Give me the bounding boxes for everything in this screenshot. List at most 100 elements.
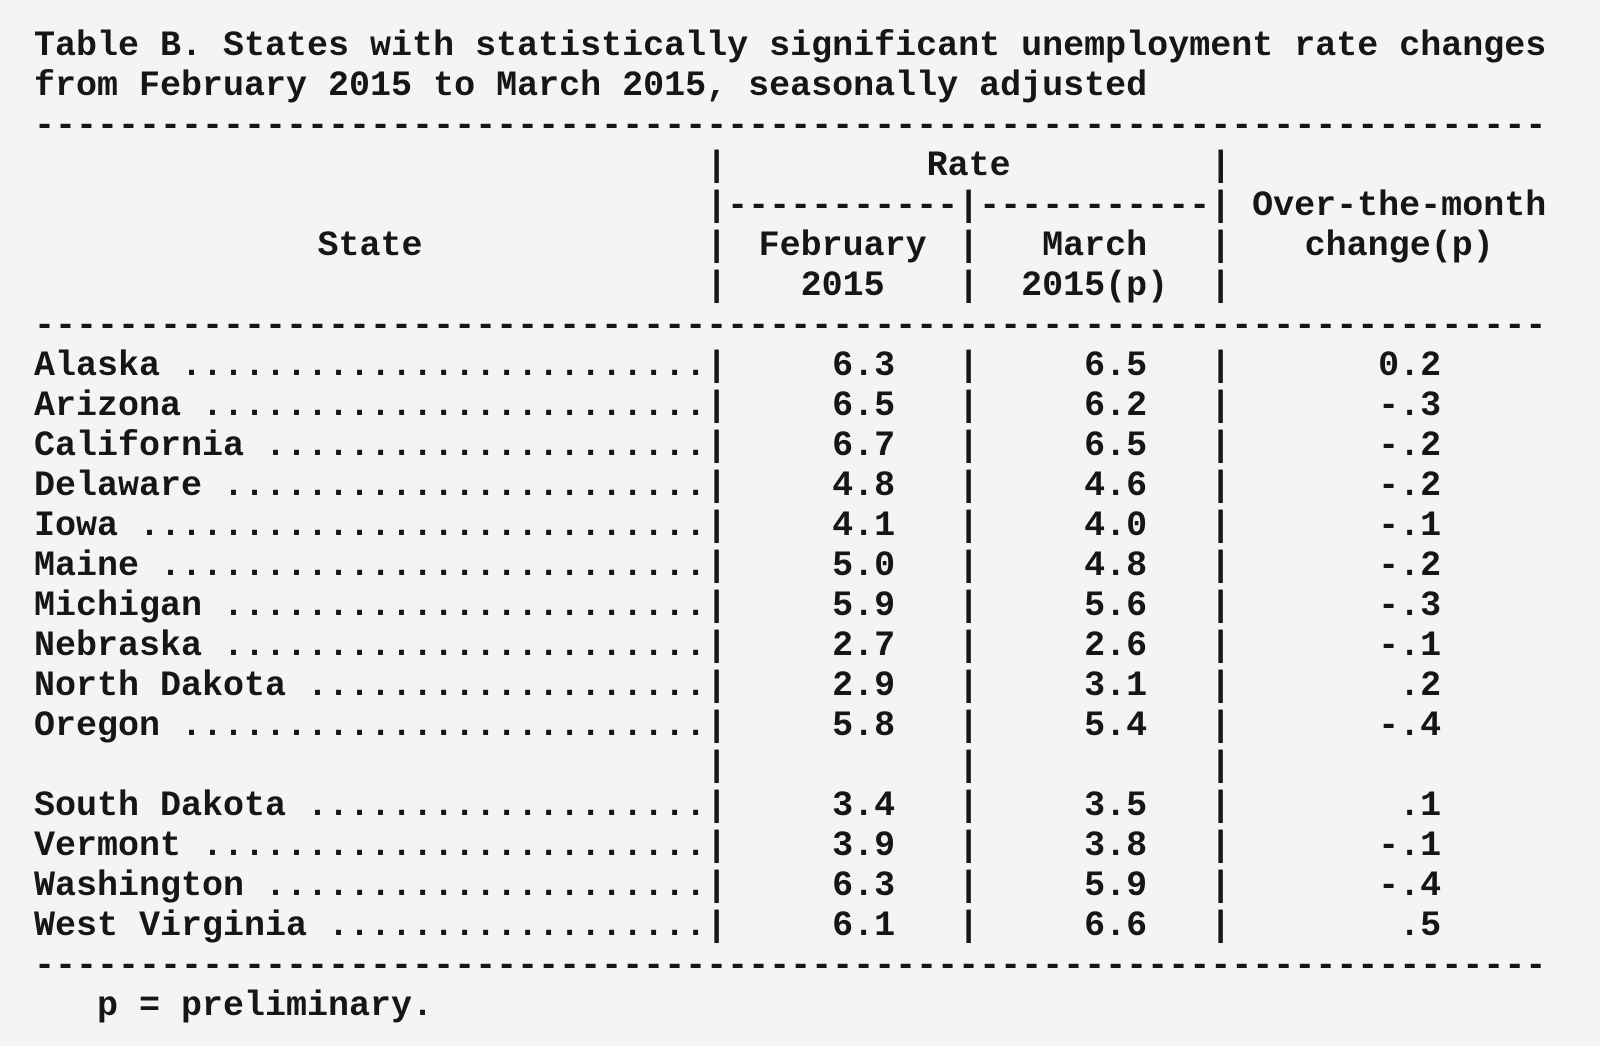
column-divider: |	[706, 466, 728, 506]
header-row-columns: State | February | March | change(p)	[34, 226, 1600, 266]
feb-header-line1: February	[758, 226, 927, 266]
mar-header-line1: March	[1042, 226, 1148, 266]
column-divider: |	[1210, 786, 1232, 826]
state-name: California	[34, 426, 245, 466]
change-header-line1: Over-the-month	[1252, 186, 1547, 226]
state-cell-empty	[34, 746, 706, 786]
feb-rate-value: 3.4	[832, 786, 896, 826]
column-divider: |	[706, 386, 728, 426]
feb-rate-value: 5.8	[832, 706, 896, 746]
change-header-line2: change(p)	[1304, 226, 1494, 266]
row-north-dakota: North Dakota ...........................…	[34, 666, 1600, 706]
mar-rate-value: 3.1	[1084, 666, 1148, 706]
state-cell: Vermont ................................…	[34, 826, 706, 866]
state-cell: Washington .............................…	[34, 866, 706, 906]
row-arizona: Arizona ................................…	[34, 386, 1600, 426]
column-divider: |	[958, 266, 980, 306]
state-name: Oregon	[34, 706, 161, 746]
change-value: -.2	[1378, 546, 1442, 586]
column-divider: |	[1210, 186, 1232, 226]
table-title-line2: from February 2015 to March 2015, season…	[34, 66, 1148, 106]
column-divider: |	[958, 626, 980, 666]
state-name: Vermont	[34, 826, 182, 866]
state-name: Nebraska	[34, 626, 203, 666]
change-value: -.4	[1378, 706, 1442, 746]
column-divider: |	[706, 626, 728, 666]
mar-rate-value: 6.2	[1084, 386, 1148, 426]
row-michigan: Michigan ...............................…	[34, 586, 1600, 626]
column-divider: |	[958, 786, 980, 826]
state-name: Maine	[34, 546, 140, 586]
column-divider: |	[706, 666, 728, 706]
state-cell: Michigan ...............................…	[34, 586, 706, 626]
state-name: Delaware	[34, 466, 203, 506]
feb-rate-value: 5.9	[832, 586, 896, 626]
state-cell: West Virginia ..........................…	[34, 906, 706, 946]
change-value: -.1	[1378, 506, 1442, 546]
column-divider: |	[706, 786, 728, 826]
mar-rate-value: 4.0	[1084, 506, 1148, 546]
dot-leader: ........................................…	[202, 386, 707, 426]
column-divider: |	[958, 546, 980, 586]
change-value: -.2	[1378, 426, 1442, 466]
column-divider: |	[1210, 386, 1232, 426]
header-row-years: | 2015 | 2015(p) |	[34, 266, 1600, 306]
change-value: -.4	[1378, 866, 1442, 906]
state-column-header: State	[317, 226, 423, 266]
horizontal-rule-top: ----------------------------------------…	[34, 106, 1547, 146]
column-divider: |	[706, 346, 728, 386]
state-cell: Maine ..................................…	[34, 546, 706, 586]
change-value: .5	[1399, 906, 1442, 946]
column-divider: |	[1210, 586, 1232, 626]
row-delaware: Delaware ...............................…	[34, 466, 1600, 506]
feb-rate-value: 4.8	[832, 466, 896, 506]
mar-header-line2: 2015(p)	[1021, 266, 1169, 306]
row-oregon: Oregon .................................…	[34, 706, 1600, 746]
column-divider: |	[706, 586, 728, 626]
dot-leader: ........................................…	[328, 906, 707, 946]
mar-rate-value: 2.6	[1084, 626, 1148, 666]
column-divider: |	[958, 706, 980, 746]
mar-rate-value: 4.8	[1084, 546, 1148, 586]
column-divider: |	[1210, 546, 1232, 586]
dot-leader: ........................................…	[223, 466, 707, 506]
horizontal-rule-header: ----------------------------------------…	[34, 306, 1547, 346]
rule-segment-feb: -----------	[727, 186, 959, 226]
rate-span-header: Rate	[926, 146, 1011, 186]
state-name: Michigan	[34, 586, 203, 626]
feb-rate-value: 6.3	[832, 866, 896, 906]
column-divider: |	[958, 666, 980, 706]
row-iowa: Iowa ...................................…	[34, 506, 1600, 546]
row-california: California .............................…	[34, 426, 1600, 466]
column-divider: |	[1210, 466, 1232, 506]
column-divider: |	[706, 266, 728, 306]
row-west-virginia: West Virginia ..........................…	[34, 906, 1600, 946]
dot-leader: ........................................…	[139, 506, 707, 546]
dot-leader: ........................................…	[223, 626, 707, 666]
state-cell: Oregon .................................…	[34, 706, 706, 746]
rule-segment-mar: -----------	[979, 186, 1211, 226]
dot-leader: ........................................…	[181, 706, 707, 746]
dot-leader: ........................................…	[160, 546, 707, 586]
column-divider: |	[1210, 626, 1232, 666]
dot-leader: ........................................…	[265, 426, 707, 466]
row-alaska: Alaska .................................…	[34, 346, 1600, 386]
column-divider: |	[958, 186, 980, 226]
mar-rate-value: 5.9	[1084, 866, 1148, 906]
column-divider: |	[706, 866, 728, 906]
state-cell: North Dakota ...........................…	[34, 666, 706, 706]
feb-rate-value: 2.9	[832, 666, 896, 706]
change-value: .1	[1399, 786, 1442, 826]
header-row-subrule: | ----------- | ----------- | Over-the-month	[34, 186, 1600, 226]
column-divider: |	[958, 866, 980, 906]
column-divider: |	[1210, 666, 1232, 706]
row-vermont: Vermont ................................…	[34, 826, 1600, 866]
column-divider: |	[958, 386, 980, 426]
column-divider: |	[706, 186, 728, 226]
column-divider: |	[706, 746, 728, 786]
feb-header-line2: 2015	[800, 266, 885, 306]
column-divider: |	[1210, 266, 1232, 306]
dot-leader: ........................................…	[307, 666, 707, 706]
column-divider: |	[706, 906, 728, 946]
